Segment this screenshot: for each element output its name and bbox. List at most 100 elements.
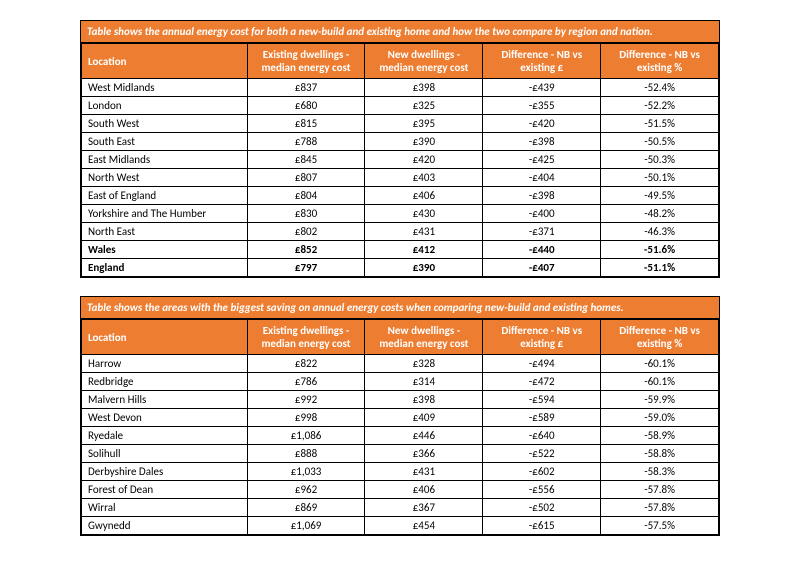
value-cell: £786	[247, 373, 365, 391]
value-cell: -£640	[483, 427, 601, 445]
energy-cost-table-2: Table shows the areas with the biggest s…	[80, 296, 720, 536]
value-cell: £431	[365, 463, 483, 481]
data-table: LocationExisting dwellings - median ener…	[81, 319, 719, 535]
location-cell: North East	[82, 223, 248, 241]
value-cell: -46.3%	[601, 223, 719, 241]
value-cell: £822	[247, 355, 365, 373]
value-cell: £446	[365, 427, 483, 445]
table-row: England£797£390-£407-51.1%	[82, 259, 719, 277]
value-cell: -£398	[483, 187, 601, 205]
value-cell: £888	[247, 445, 365, 463]
column-header: Difference - NB vs existing £	[483, 320, 601, 355]
value-cell: £398	[365, 79, 483, 97]
value-cell: -£556	[483, 481, 601, 499]
table-row: North East£802£431-£371-46.3%	[82, 223, 719, 241]
location-cell: Yorkshire and The Humber	[82, 205, 248, 223]
table-row: South East£788£390-£398-50.5%	[82, 133, 719, 151]
value-cell: -59.0%	[601, 409, 719, 427]
value-cell: -£425	[483, 151, 601, 169]
value-cell: £804	[247, 187, 365, 205]
table-row: Ryedale£1,086£446-£640-58.9%	[82, 427, 719, 445]
column-header: Location	[82, 320, 248, 355]
value-cell: £869	[247, 499, 365, 517]
value-cell: £797	[247, 259, 365, 277]
location-cell: Forest of Dean	[82, 481, 248, 499]
location-cell: Redbridge	[82, 373, 248, 391]
value-cell: £430	[365, 205, 483, 223]
location-cell: West Devon	[82, 409, 248, 427]
table-row: East Midlands£845£420-£425-50.3%	[82, 151, 719, 169]
value-cell: £395	[365, 115, 483, 133]
value-cell: -57.8%	[601, 499, 719, 517]
column-header: Existing dwellings - median energy cost	[247, 44, 365, 79]
table-row: Harrow£822£328-£494-60.1%	[82, 355, 719, 373]
value-cell: £815	[247, 115, 365, 133]
value-cell: -£594	[483, 391, 601, 409]
column-header: Difference - NB vs existing %	[601, 320, 719, 355]
value-cell: -49.5%	[601, 187, 719, 205]
value-cell: £845	[247, 151, 365, 169]
energy-cost-table-1: Table shows the annual energy cost for b…	[80, 20, 720, 278]
table-row: South West£815£395-£420-51.5%	[82, 115, 719, 133]
table-row: London£680£325-£355-52.2%	[82, 97, 719, 115]
value-cell: -£602	[483, 463, 601, 481]
value-cell: £431	[365, 223, 483, 241]
value-cell: -50.3%	[601, 151, 719, 169]
location-cell: Ryedale	[82, 427, 248, 445]
location-cell: Solihull	[82, 445, 248, 463]
value-cell: -52.4%	[601, 79, 719, 97]
column-header: Difference - NB vs existing %	[601, 44, 719, 79]
value-cell: £328	[365, 355, 483, 373]
column-header: New dwellings - median energy cost	[365, 320, 483, 355]
location-cell: Malvern Hills	[82, 391, 248, 409]
value-cell: -59.9%	[601, 391, 719, 409]
value-cell: -58.3%	[601, 463, 719, 481]
location-cell: South East	[82, 133, 248, 151]
column-header: Existing dwellings - median energy cost	[247, 320, 365, 355]
value-cell: £1,069	[247, 517, 365, 535]
value-cell: £1,086	[247, 427, 365, 445]
value-cell: -57.8%	[601, 481, 719, 499]
value-cell: £403	[365, 169, 483, 187]
value-cell: £807	[247, 169, 365, 187]
value-cell: -£400	[483, 205, 601, 223]
value-cell: -48.2%	[601, 205, 719, 223]
table-row: Yorkshire and The Humber£830£430-£400-48…	[82, 205, 719, 223]
location-cell: Wales	[82, 241, 248, 259]
value-cell: -60.1%	[601, 373, 719, 391]
value-cell: £366	[365, 445, 483, 463]
location-cell: London	[82, 97, 248, 115]
value-cell: -58.8%	[601, 445, 719, 463]
table-row: Wales£852£412-£440-51.6%	[82, 241, 719, 259]
value-cell: £412	[365, 241, 483, 259]
value-cell: £390	[365, 133, 483, 151]
value-cell: £1,033	[247, 463, 365, 481]
location-cell: North West	[82, 169, 248, 187]
value-cell: £390	[365, 259, 483, 277]
location-cell: East Midlands	[82, 151, 248, 169]
value-cell: -£494	[483, 355, 601, 373]
data-table: LocationExisting dwellings - median ener…	[81, 43, 719, 277]
value-cell: -£420	[483, 115, 601, 133]
column-header: New dwellings - median energy cost	[365, 44, 483, 79]
value-cell: -50.1%	[601, 169, 719, 187]
value-cell: -60.1%	[601, 355, 719, 373]
table-row: West Midlands£837£398-£439-52.4%	[82, 79, 719, 97]
value-cell: -£589	[483, 409, 601, 427]
value-cell: £802	[247, 223, 365, 241]
value-cell: -£472	[483, 373, 601, 391]
value-cell: -£404	[483, 169, 601, 187]
value-cell: £454	[365, 517, 483, 535]
table-row: Malvern Hills£992£398-£594-59.9%	[82, 391, 719, 409]
value-cell: £830	[247, 205, 365, 223]
value-cell: -£398	[483, 133, 601, 151]
location-cell: West Midlands	[82, 79, 248, 97]
value-cell: -£522	[483, 445, 601, 463]
location-cell: England	[82, 259, 248, 277]
value-cell: -51.5%	[601, 115, 719, 133]
value-cell: -£407	[483, 259, 601, 277]
location-cell: Derbyshire Dales	[82, 463, 248, 481]
value-cell: -52.2%	[601, 97, 719, 115]
table-caption: Table shows the areas with the biggest s…	[81, 297, 719, 319]
table-row: Derbyshire Dales£1,033£431-£602-58.3%	[82, 463, 719, 481]
